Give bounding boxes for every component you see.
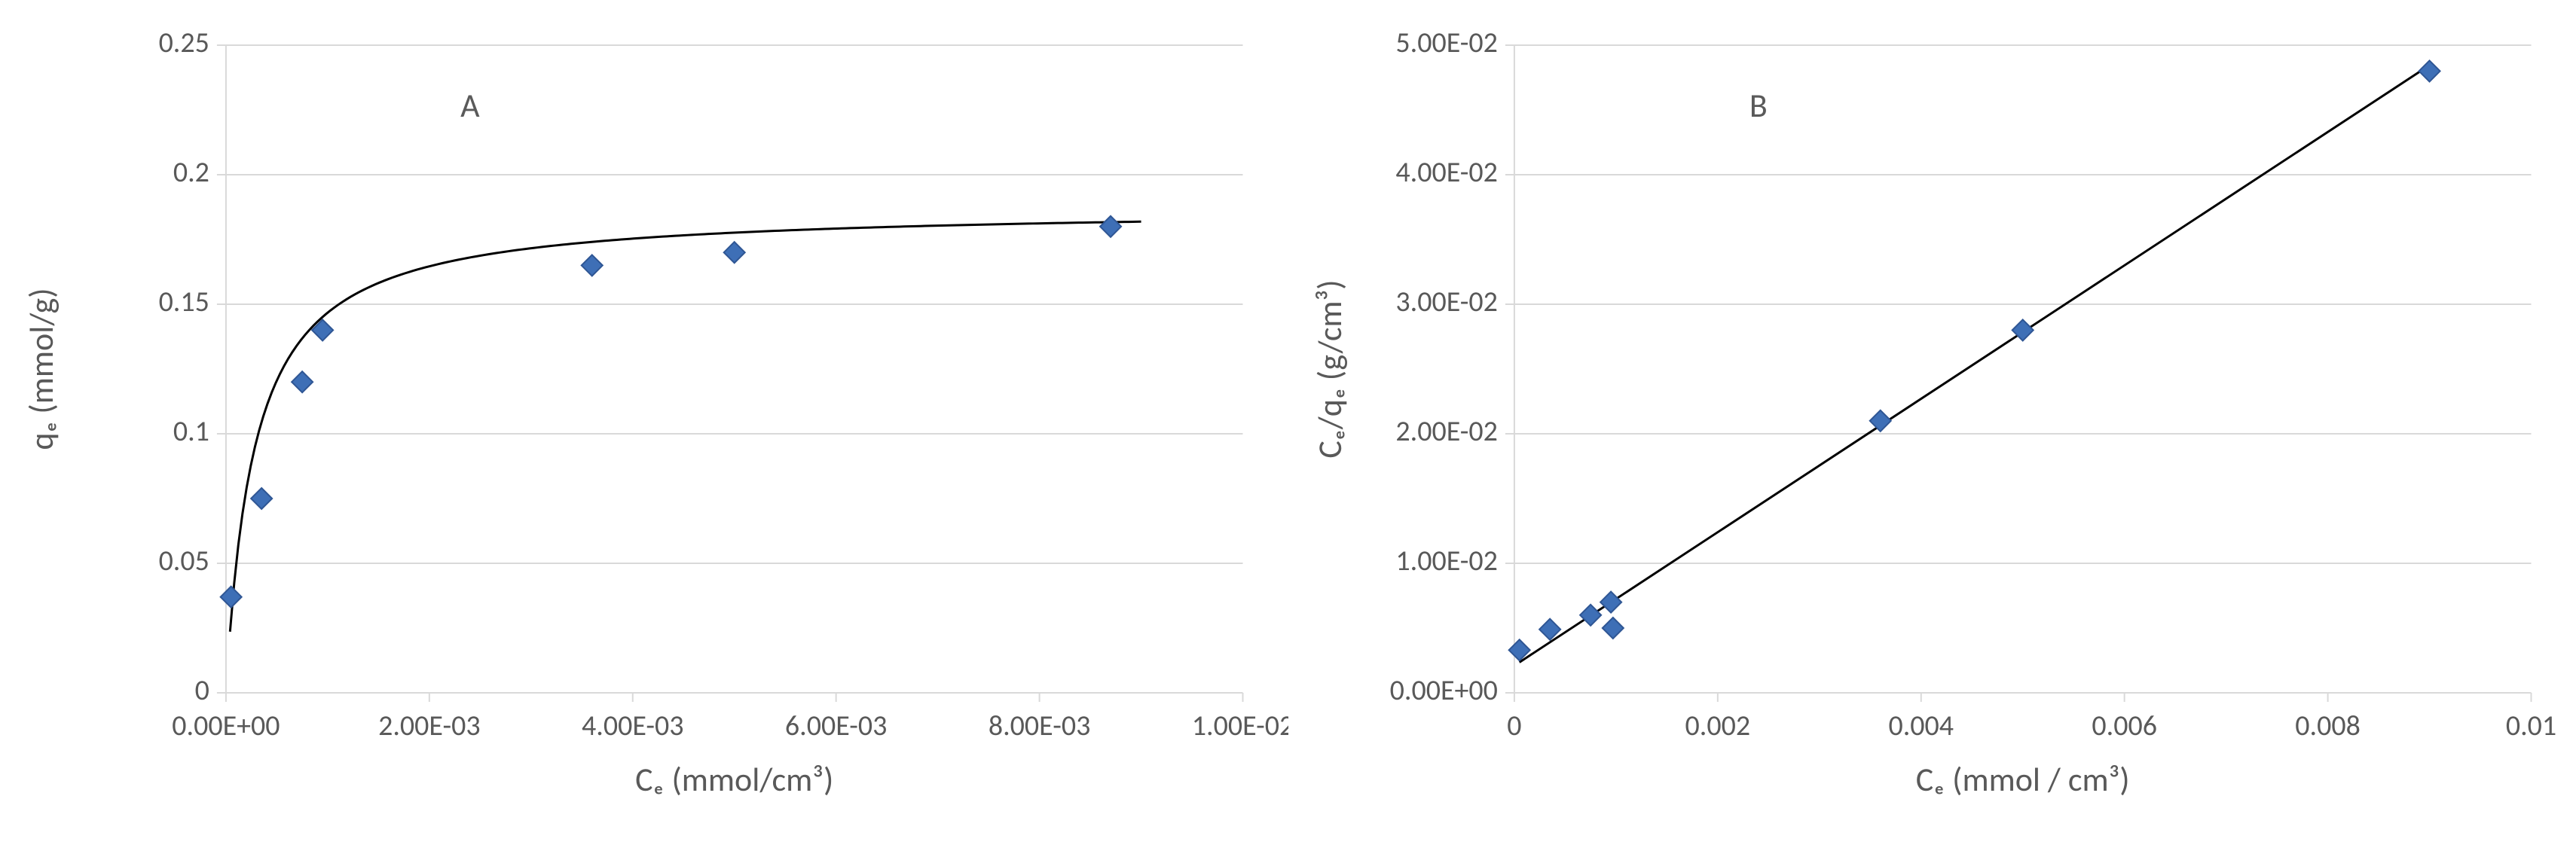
y-axis-label: qₑ (mmol/g) xyxy=(21,288,62,450)
x-axis-label: Cₑ (mmol/cm³) xyxy=(635,759,833,800)
y-tick-label: 0.00E+00 xyxy=(1389,673,1497,708)
charts-container: 0 0.05 0.1 0.15 0.2 0.25 0.00E+00 2.00E-03 4.00E… xyxy=(0,0,2576,860)
y-tick-label: 0.25 xyxy=(159,26,209,60)
x-tick-label: 0.002 xyxy=(1685,709,1750,743)
y-tick-label: 4.00E-02 xyxy=(1395,155,1498,190)
y-tick-label: 5.00E-02 xyxy=(1395,26,1498,60)
x-tick-label: 0.01 xyxy=(2505,709,2556,743)
x-tick-label: 1.00E-02 xyxy=(1192,709,1288,743)
x-tick-label: 2.00E-03 xyxy=(378,709,481,743)
x-tick-label: 8.00E-03 xyxy=(989,709,1091,743)
panel-tag: A xyxy=(460,85,480,126)
x-tick-label: 0.00E+00 xyxy=(172,709,280,743)
y-tick-label: 2.00E-02 xyxy=(1395,414,1498,449)
y-tick-label: 0.1 xyxy=(173,414,209,449)
y-tick-label: 1.00E-02 xyxy=(1395,544,1498,578)
x-tick-label: 4.00E-03 xyxy=(582,709,684,743)
x-axis-label: Cₑ (mmol / cm³) xyxy=(1915,759,2129,800)
y-tick-label: 0.15 xyxy=(159,285,209,319)
panel-A: 0 0.05 0.1 0.15 0.2 0.25 0.00E+00 2.00E-03 4.00E… xyxy=(0,0,1288,860)
y-tick-label: 0.05 xyxy=(159,544,209,578)
x-tick-label: 0.004 xyxy=(1888,709,1954,743)
panel-B: 0.00E+00 1.00E-02 2.00E-02 3.00E-02 4.00E-02… xyxy=(1288,0,2576,860)
x-tick-label: 6.00E-03 xyxy=(785,709,888,743)
y-axis-label: Cₑ/qₑ (g/cm³) xyxy=(1309,279,1349,458)
x-tick-label: 0.006 xyxy=(2092,709,2157,743)
chart-A-svg: 0 0.05 0.1 0.15 0.2 0.25 0.00E+00 2.00E-03 4.00E… xyxy=(0,0,1288,860)
panel-tag: B xyxy=(1749,85,1767,126)
x-tick-label: 0 xyxy=(1507,709,1521,743)
x-tick-label: 0.008 xyxy=(2295,709,2361,743)
y-tick-label: 3.00E-02 xyxy=(1395,285,1498,319)
y-tick-label: 0 xyxy=(195,673,209,708)
chart-B-svg: 0.00E+00 1.00E-02 2.00E-02 3.00E-02 4.00E-02… xyxy=(1288,0,2576,860)
y-tick-label: 0.2 xyxy=(173,155,209,190)
